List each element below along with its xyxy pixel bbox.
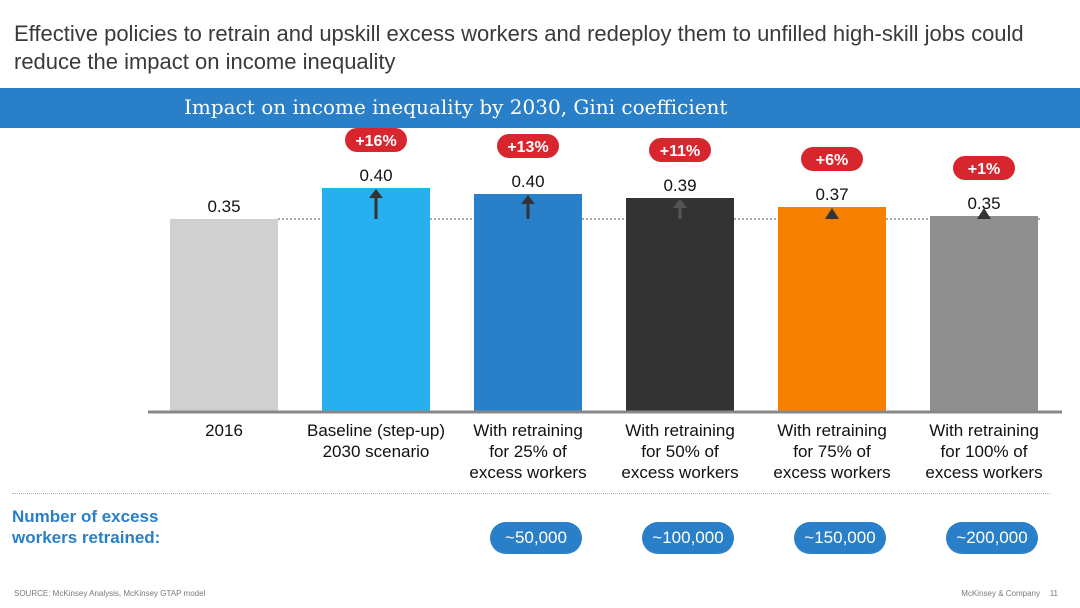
- retrained-pill-75: ~150,000: [794, 522, 886, 554]
- bar-4: [778, 207, 886, 411]
- category-label-2-2: excess workers: [469, 463, 586, 482]
- category-label-3-2: excess workers: [621, 463, 738, 482]
- increase-arrow-head-1: [369, 189, 383, 198]
- increase-arrow-head-4: [825, 208, 839, 219]
- category-label-4-2: excess workers: [773, 463, 890, 482]
- retrained-pill-100: ~200,000: [946, 522, 1038, 554]
- gini-bar-chart: 0.35 2016 0.40 +16% Baseline (step-up) 2030 s…: [148, 128, 1062, 482]
- bar-1: [322, 188, 430, 411]
- increase-arrow-head-5: [977, 208, 991, 219]
- retrained-pill-50: ~100,000: [642, 522, 734, 554]
- value-label-3: 0.39: [663, 176, 696, 195]
- bar-0: [170, 219, 278, 411]
- company-name: McKinsey & Company: [961, 589, 1040, 598]
- category-label-1-0: Baseline (step-up): [307, 421, 445, 440]
- source-note: SOURCE: McKinsey Analysis, McKinsey GTAP…: [14, 589, 206, 598]
- retrained-pill-25: ~50,000: [490, 522, 582, 554]
- category-label-2-1: for 25% of: [489, 442, 567, 461]
- category-label-3-1: for 50% of: [641, 442, 719, 461]
- category-label-5-2: excess workers: [925, 463, 1042, 482]
- increase-arrow-head-2: [521, 195, 535, 204]
- page-number: 11: [1049, 589, 1058, 598]
- chart-title: Impact on income inequality by 2030, Gin…: [184, 95, 728, 119]
- value-label-2: 0.40: [511, 172, 544, 191]
- change-badge-2: [497, 134, 559, 158]
- increase-arrow-head-3: [673, 199, 687, 208]
- change-badge-1: [345, 128, 407, 152]
- value-label-1: 0.40: [359, 166, 392, 185]
- chart-title-banner: Impact on income inequality by 2030, Gin…: [0, 88, 1080, 128]
- category-label-5-1: for 100% of: [941, 442, 1028, 461]
- category-label-2-0: With retraining: [473, 421, 583, 440]
- workers-retrained-label: Number of excess workers retrained:: [12, 507, 161, 547]
- category-label-3-0: With retraining: [625, 421, 735, 440]
- category-label-0-0: 2016: [205, 421, 243, 440]
- category-label-1-1: 2030 scenario: [323, 442, 430, 461]
- bar-2: [474, 194, 582, 411]
- change-badge-label-1: +16%: [355, 133, 396, 150]
- value-label-0: 0.35: [207, 197, 240, 216]
- category-label-5-0: With retraining: [929, 421, 1039, 440]
- change-badge-4: [801, 147, 863, 171]
- bar-5: [930, 216, 1038, 411]
- change-badge-label-3: +11%: [660, 143, 700, 160]
- change-badge-label-5: +1%: [968, 161, 1000, 178]
- slide-headline: Effective policies to retrain and upskil…: [14, 21, 1024, 74]
- change-badge-label-4: +6%: [816, 152, 848, 169]
- bar-3: [626, 198, 734, 411]
- change-badge-5: [953, 156, 1015, 180]
- category-label-4-0: With retraining: [777, 421, 887, 440]
- change-badge-3: [649, 138, 711, 162]
- value-label-5: 0.35: [967, 194, 1000, 213]
- category-label-4-1: for 75% of: [793, 442, 871, 461]
- value-label-4: 0.37: [815, 185, 848, 204]
- section-divider: [12, 493, 1050, 494]
- change-badge-label-2: +13%: [507, 139, 548, 156]
